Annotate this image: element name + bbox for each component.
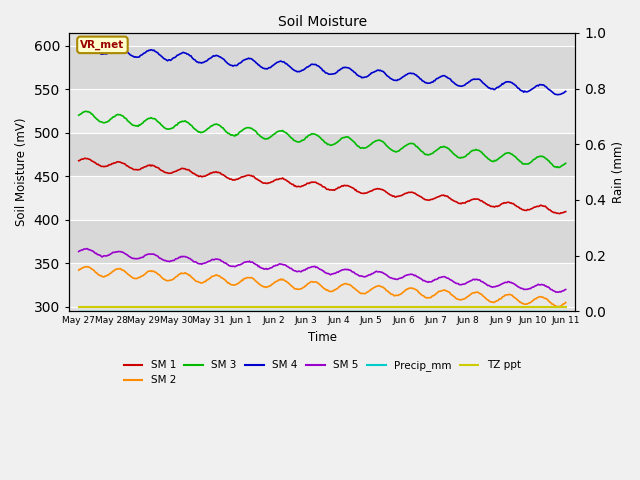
Title: Soil Moisture: Soil Moisture — [278, 15, 367, 29]
Text: VR_met: VR_met — [81, 40, 125, 50]
Bar — [69, 177, 575, 220]
Y-axis label: Rain (mm): Rain (mm) — [612, 141, 625, 203]
Bar — [69, 89, 575, 133]
X-axis label: Time: Time — [308, 331, 337, 344]
Legend: SM 1, SM 2, SM 3, SM 4, SM 5, Precip_mm, TZ ppt: SM 1, SM 2, SM 3, SM 4, SM 5, Precip_mm,… — [120, 356, 525, 390]
Bar — [69, 46, 575, 89]
Bar — [69, 264, 575, 307]
Bar — [69, 220, 575, 264]
Y-axis label: Soil Moisture (mV): Soil Moisture (mV) — [15, 118, 28, 227]
Bar — [69, 133, 575, 177]
